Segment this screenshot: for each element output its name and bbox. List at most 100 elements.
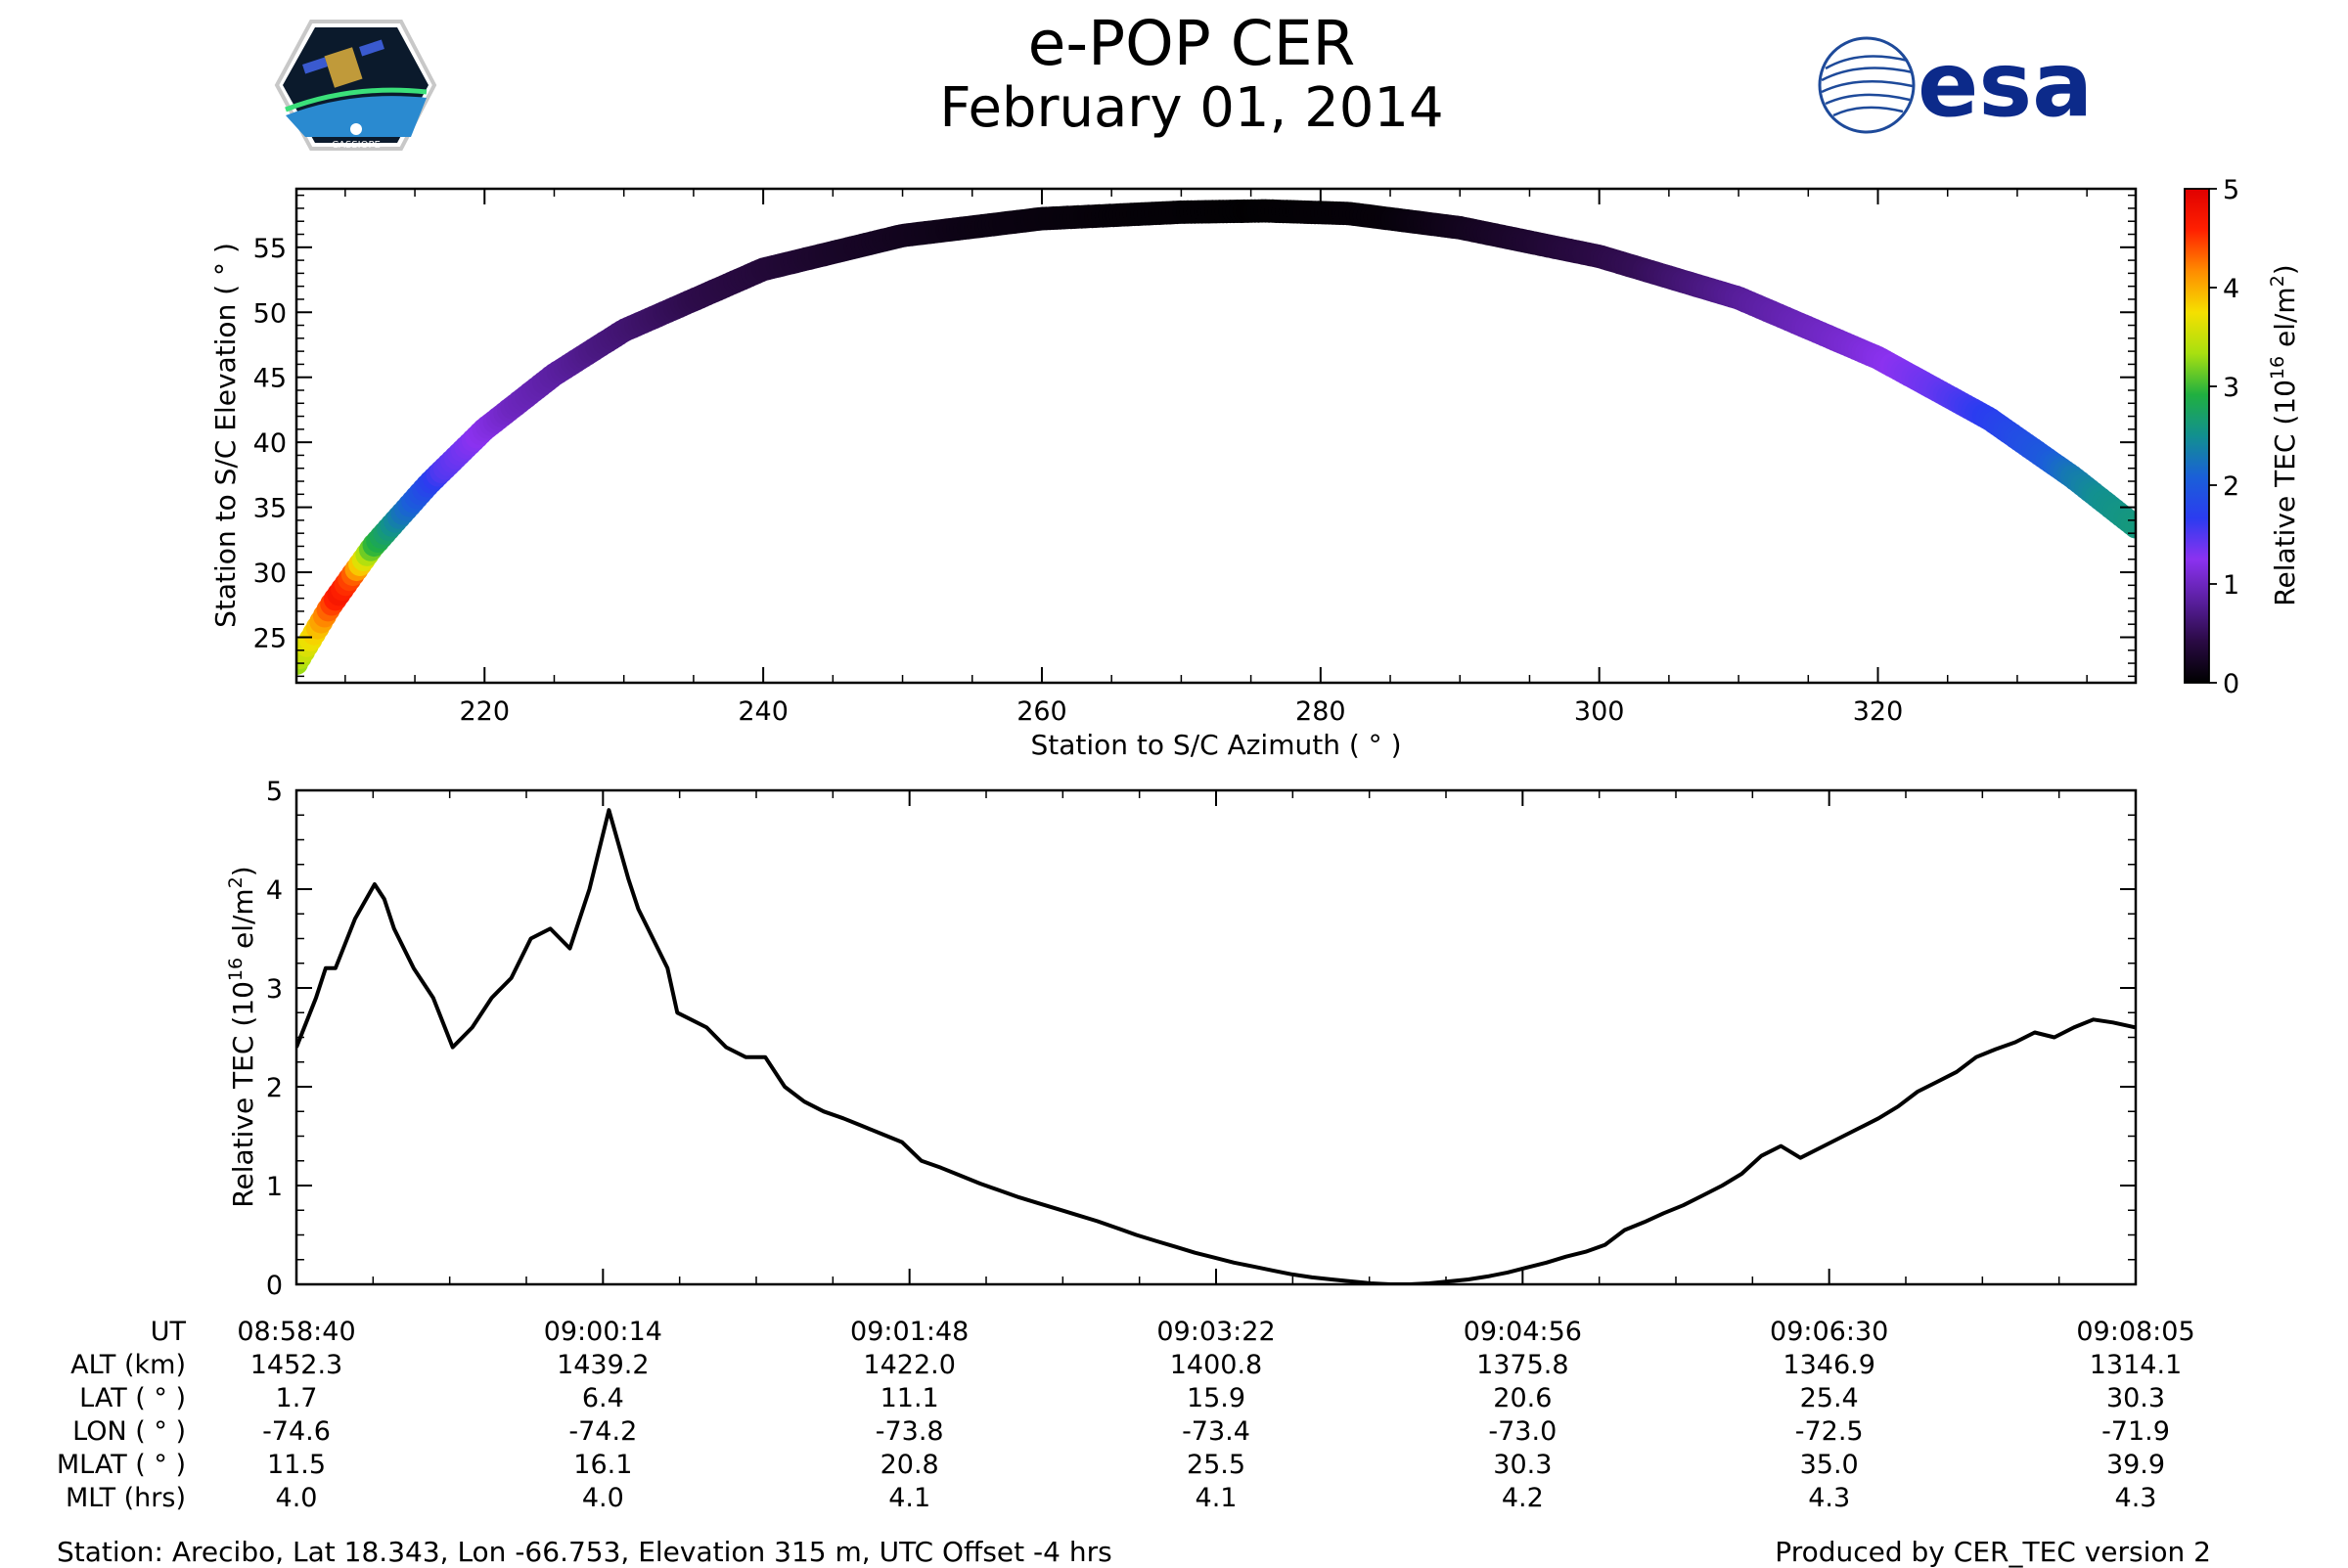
cassiope-logo: CASSIOPE: [274, 20, 437, 151]
ephemeris-cell: -71.9: [2101, 1416, 2170, 1447]
producer-info: Produced by CER_TEC version 2: [1775, 1536, 2211, 1568]
ephemeris-cell: 11.1: [880, 1383, 939, 1413]
top-axes: 220 240 260 280 300 320 25 30 35 40 45 50 55: [253, 189, 2136, 727]
ephemeris-cell: 6.4: [582, 1383, 624, 1413]
ephemeris-row-label: LON ( ° ): [72, 1416, 186, 1447]
colorbar-gradient: [2185, 189, 2209, 683]
top-xtick-label: 320: [1853, 696, 1904, 727]
top-xtick-label: 220: [459, 696, 510, 727]
top-ytick-label: 35: [253, 494, 287, 524]
ephemeris-cell: 1.7: [276, 1383, 318, 1413]
top-xtick-label: 280: [1295, 696, 1346, 727]
ephemeris-row-label: ALT (km): [70, 1350, 186, 1380]
ephemeris-cell: 39.9: [2106, 1450, 2165, 1480]
ephemeris-cell: 30.3: [1493, 1450, 1552, 1480]
top-plot-frame: [294, 187, 2138, 685]
ephemeris-cell: 4.3: [1808, 1483, 1850, 1513]
ephemeris-cell: 09:01:48: [850, 1317, 969, 1347]
top-ylabel: Station to S/C Elevation ( ° ): [209, 243, 242, 628]
top-ytick-label: 45: [253, 364, 287, 394]
colorbar-tick-label: 1: [2223, 570, 2239, 601]
logo-right-text: esa: [1918, 32, 2093, 137]
colorbar-tick-label: 3: [2223, 373, 2239, 403]
ephemeris-cell: 1400.8: [1170, 1350, 1262, 1380]
ephemeris-cell: 35.0: [1800, 1450, 1859, 1480]
colorbar: 0 1 2 3 4 5 Relative TEC (1016 el/m2): [2184, 175, 2301, 699]
ephemeris-cell: 30.3: [2106, 1383, 2165, 1413]
bottom-plot-frame: [294, 788, 2138, 1286]
ephemeris-cell: 15.9: [1187, 1383, 1245, 1413]
bottom-ytick-label: 0: [266, 1271, 283, 1301]
bottom-ylabel: Relative TEC (1016 el/m2): [225, 866, 259, 1207]
ephemeris-cell: 1422.0: [863, 1350, 955, 1380]
tec-line: [296, 808, 2136, 1284]
bottom-ytick-label: 2: [266, 1073, 283, 1103]
page-title: e-POP CER: [1027, 8, 1356, 79]
ephemeris-cell: 4.1: [888, 1483, 930, 1513]
ephemeris-row-label: MLT (hrs): [66, 1483, 186, 1513]
track-colored: [296, 199, 2136, 676]
ephemeris-cell: 4.3: [2115, 1483, 2157, 1513]
colorbar-tick-label: 2: [2223, 471, 2239, 502]
ephemeris-cell: 09:04:56: [1464, 1317, 1582, 1347]
ephemeris-cell: 1314.1: [2090, 1350, 2182, 1380]
ephemeris-cell: 08:58:40: [237, 1317, 355, 1347]
tec-line-series: [296, 808, 2136, 1284]
logo-left-text: CASSIOPE: [332, 140, 381, 151]
ephemeris-cell: 25.5: [1187, 1450, 1245, 1480]
ephemeris-cell: 09:03:22: [1156, 1317, 1275, 1347]
bottom-ytick-label: 4: [266, 875, 283, 906]
ephemeris-row-label: UT: [151, 1317, 187, 1347]
ephemeris-cell: 09:00:14: [544, 1317, 662, 1347]
ephemeris-cell: 09:06:30: [1770, 1317, 1888, 1347]
top-ytick-label: 50: [253, 298, 287, 329]
colorbar-ticks: 0 1 2 3 4 5: [2209, 175, 2239, 699]
ephemeris-cell: 4.2: [1502, 1483, 1544, 1513]
ephemeris-row-label: MLAT ( ° ): [57, 1450, 186, 1480]
bottom-ytick-label: 3: [266, 974, 283, 1005]
top-panel: 220 240 260 280 300 320 25 30 35 40 45 50 55 Station…: [209, 187, 2138, 761]
esa-logo: esa: [1818, 32, 2093, 137]
ephemeris-cell: 1439.2: [557, 1350, 649, 1380]
top-ytick-label: 30: [253, 559, 287, 589]
ephemeris-cell: -73.8: [876, 1416, 944, 1447]
top-xtick-label: 300: [1574, 696, 1625, 727]
station-info: Station: Arecibo, Lat 18.343, Lon -66.75…: [57, 1536, 1112, 1568]
ephemeris-cell: 1375.8: [1476, 1350, 1568, 1380]
bottom-axes: 0 1 2 3 4 5: [266, 777, 2137, 1301]
ephemeris-cell: -73.0: [1488, 1416, 1557, 1447]
ephemeris-cell: 1452.3: [250, 1350, 342, 1380]
ephemeris-row-label: LAT ( ° ): [79, 1383, 186, 1413]
ephemeris-cell: 16.1: [573, 1450, 632, 1480]
ephemeris-cell: 1346.9: [1783, 1350, 1874, 1380]
ephemeris-cell: 4.0: [276, 1483, 318, 1513]
ephemeris-cell: 4.1: [1196, 1483, 1238, 1513]
top-ytick-label: 40: [253, 428, 287, 459]
ephemeris-cell: -74.2: [568, 1416, 637, 1447]
colorbar-tick-label: 4: [2223, 274, 2239, 304]
top-xtick-label: 240: [738, 696, 789, 727]
colorbar-label: Relative TEC (1016 el/m2): [2267, 264, 2301, 605]
ephemeris-cell: -73.4: [1182, 1416, 1250, 1447]
ephemeris-cell: 20.8: [880, 1450, 939, 1480]
ephemeris-cell: -72.5: [1795, 1416, 1864, 1447]
colorbar-tick-label: 5: [2223, 175, 2239, 205]
top-xlabel: Station to S/C Azimuth ( ° ): [1030, 729, 1401, 761]
ephemeris-cell: 4.0: [582, 1483, 624, 1513]
top-ytick-label: 55: [253, 234, 287, 264]
top-ytick-label: 25: [253, 623, 287, 653]
ephemeris-cell: -74.6: [262, 1416, 331, 1447]
colorbar-tick-label: 0: [2223, 669, 2239, 699]
bottom-ytick-label: 1: [266, 1172, 283, 1202]
bottom-panel: 0 1 2 3 4 5 Relative TEC (1016 el/m2): [225, 777, 2138, 1301]
bottom-ytick-label: 5: [266, 777, 283, 807]
ephemeris-cell: 25.4: [1800, 1383, 1859, 1413]
ephemeris-cell: 09:08:05: [2076, 1317, 2194, 1347]
ephemeris-cell: 20.6: [1493, 1383, 1552, 1413]
ephemeris-cell: 11.5: [267, 1450, 326, 1480]
top-xtick-label: 260: [1016, 696, 1067, 727]
page-date: February 01, 2014: [939, 76, 1444, 140]
colorbar-frame: [2184, 188, 2210, 684]
